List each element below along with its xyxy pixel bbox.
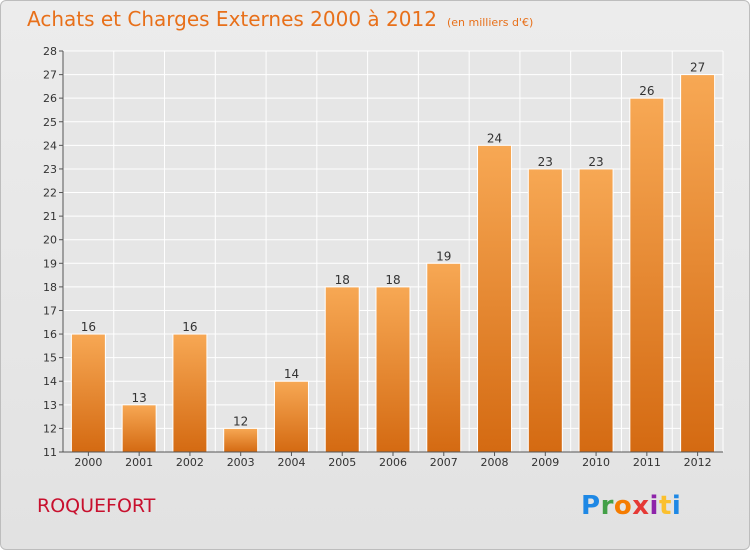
chart-subtitle: (en milliers d'€): [446, 16, 534, 29]
bar-value-label: 26: [639, 84, 654, 98]
x-tick-label: 2000: [74, 456, 102, 469]
bar-2001: [121, 404, 157, 453]
y-tick-label: 21: [43, 210, 57, 223]
bar-2010: [578, 168, 614, 453]
bar-value-label: 19: [436, 249, 451, 263]
bar-value-label: 13: [132, 391, 147, 405]
bar-2009: [527, 168, 563, 453]
y-tick-label: 15: [43, 352, 57, 365]
commune-name: ROQUEFORT: [37, 495, 156, 517]
y-tick-label: 22: [43, 187, 57, 200]
bar-value-label: 16: [81, 320, 96, 334]
y-tick-label: 26: [43, 92, 57, 105]
y-tick-label: 20: [43, 234, 57, 247]
y-tick-label: 18: [43, 281, 57, 294]
x-tick-label: 2007: [430, 456, 458, 469]
y-tick-label: 25: [43, 116, 57, 129]
bar-2012: [680, 74, 716, 453]
bar-value-label: 18: [385, 273, 400, 287]
x-tick-label: 2001: [125, 456, 153, 469]
axes: 11 12 13 14 15 16 17 18 19 20 21 22 23 24 25 26 27 28 2000…: [43, 45, 723, 469]
bar-2011: [629, 97, 665, 453]
bar-2003: [223, 427, 259, 453]
x-tick-label: 2010: [582, 456, 610, 469]
chart-title: Achats et Charges Externes 2000 à 2012: [27, 7, 437, 31]
x-tick-label: 2012: [684, 456, 712, 469]
bar-value-label: 12: [233, 414, 248, 428]
bar-value-label: 24: [487, 131, 502, 145]
bar-2006: [375, 286, 411, 453]
bar-value-label: 18: [335, 273, 350, 287]
x-tick-label: 2004: [277, 456, 305, 469]
bar-2002: [172, 333, 208, 453]
y-tick-label: 17: [43, 304, 57, 317]
title-row: Achats et Charges Externes 2000 à 2012 (e…: [27, 7, 533, 31]
x-tick-label: 2006: [379, 456, 407, 469]
bar-value-label: 27: [690, 61, 705, 75]
proxiti-logo[interactable]: Proxiti: [581, 491, 682, 521]
y-tick-label: 11: [43, 446, 57, 459]
x-tick-label: 2002: [176, 456, 204, 469]
x-tick-label: 2003: [227, 456, 255, 469]
bar-2007: [426, 262, 462, 453]
y-tick-label: 28: [43, 45, 57, 58]
y-tick-label: 16: [43, 328, 57, 341]
y-tick-label: 19: [43, 257, 57, 270]
bar-value-label: 14: [284, 367, 299, 381]
x-tick-label: 2011: [633, 456, 661, 469]
bar-value-label: 23: [588, 155, 603, 169]
y-tick-label: 12: [43, 422, 57, 435]
bar-2004: [273, 380, 309, 453]
bar-2000: [70, 333, 106, 453]
y-tick-label: 13: [43, 399, 57, 412]
bar-2005: [324, 286, 360, 453]
y-tick-label: 27: [43, 69, 57, 82]
bar-2008: [477, 144, 513, 453]
x-tick-label: 2009: [531, 456, 559, 469]
y-tick-label: 24: [43, 139, 57, 152]
bar-value-label: 23: [538, 155, 553, 169]
y-tick-label: 14: [43, 375, 57, 388]
x-tick-label: 2005: [328, 456, 356, 469]
bars: 16 13 16 12 14 18 18 19 24 23 23 26 27: [70, 61, 716, 453]
x-tick-label: 2008: [481, 456, 509, 469]
bar-value-label: 16: [182, 320, 197, 334]
y-tick-label: 23: [43, 163, 57, 176]
